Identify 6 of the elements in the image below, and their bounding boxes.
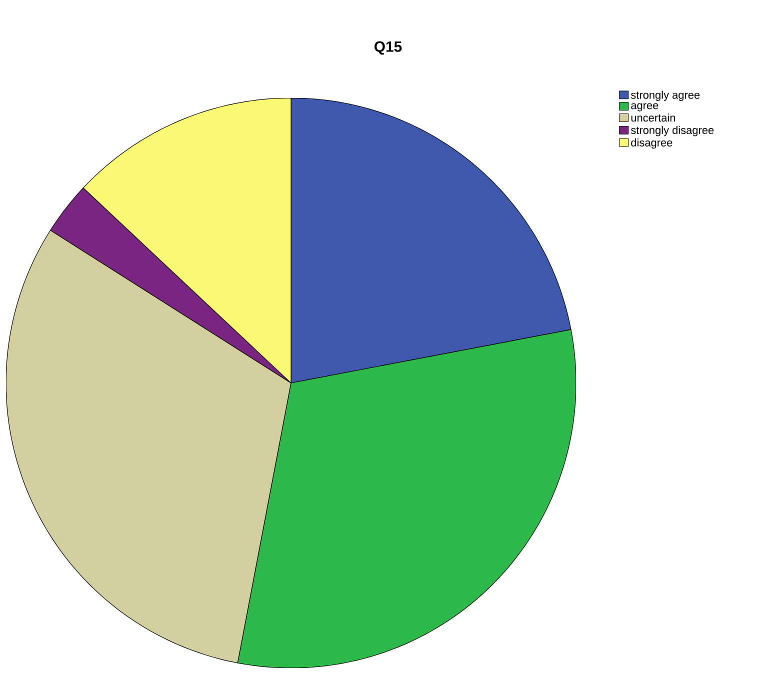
- legend-label: agree: [631, 103, 658, 112]
- legend-label: strongly disagree: [630, 126, 714, 136]
- legend-label: uncertain: [631, 114, 676, 122]
- legend-label: strongly agree: [630, 90, 700, 101]
- chart-title: Q15: [374, 41, 402, 55]
- legend-label: disagree: [631, 138, 672, 149]
